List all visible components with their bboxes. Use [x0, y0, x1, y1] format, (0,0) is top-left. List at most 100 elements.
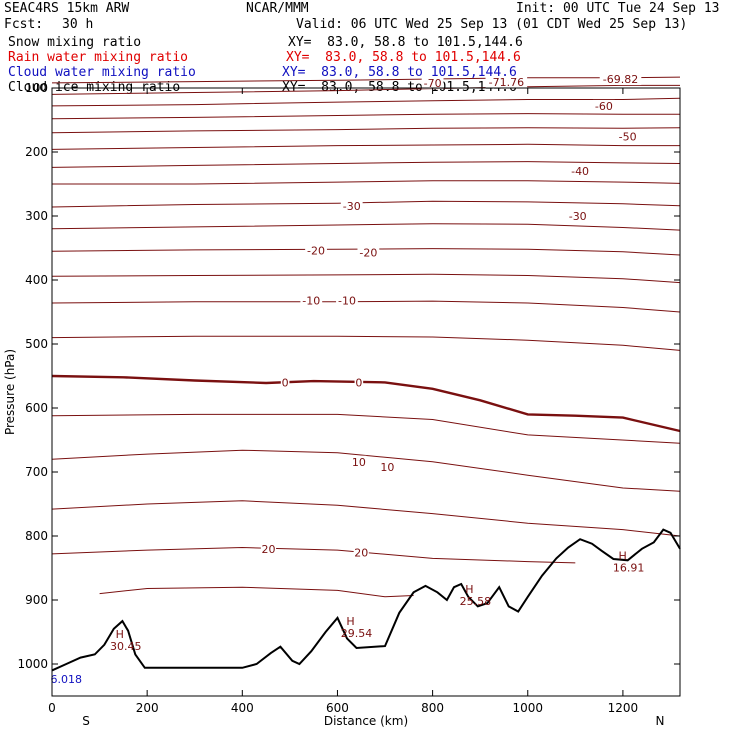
isotherm-label: -69.82 — [603, 73, 638, 86]
isotherm-label-bg — [357, 246, 380, 259]
high-marker: H — [116, 628, 124, 641]
axis-layer: 0 200 400 600 800 1000 12001002003004005006007… — [17, 81, 680, 715]
y-tick-label: 200 — [25, 145, 48, 159]
isotherm-label-bg — [340, 199, 363, 212]
isotherm-line — [51, 223, 681, 231]
y-tick-label: 800 — [25, 529, 48, 543]
y-tick-label: 100 — [25, 81, 48, 95]
isotherm-line — [51, 273, 681, 284]
field-name-cloud-water: Cloud water mixing ratio — [8, 65, 196, 80]
isotherm-label-bg — [280, 376, 290, 389]
field-xy-snow: XY= 83.0, 58.8 to 101.5,144.6 — [288, 35, 523, 50]
terrain-layer — [51, 528, 681, 672]
isotherm-label-bg — [421, 76, 444, 89]
isotherm-label: -30 — [343, 200, 361, 213]
isotherm-label: -70 — [424, 77, 442, 90]
isotherm-label-bg — [569, 165, 591, 178]
isotherm-label-bg — [300, 294, 323, 307]
isotherm-line — [51, 143, 680, 150]
x-axis-label: Distance (km) — [324, 714, 408, 728]
x-tick-label: 400 — [231, 701, 254, 715]
x-tick-label: 600 — [326, 701, 349, 715]
isotherm-line — [51, 500, 681, 537]
isotherm-label: 10 — [352, 456, 366, 469]
y-tick-label: 500 — [25, 337, 48, 351]
y-tick-label: 300 — [25, 209, 48, 223]
isotherm-label-bg — [379, 460, 396, 473]
high-value: 16.91 — [613, 561, 645, 574]
isotherm-label-bg — [599, 73, 642, 86]
isotherm-line — [51, 84, 680, 95]
high-marker: H — [465, 583, 473, 596]
field-name-rain: Rain water mixing ratio — [8, 50, 189, 65]
isotherm-line — [51, 449, 681, 492]
fcst-label: Fcst: — [4, 17, 44, 32]
isotherm-line — [51, 300, 681, 313]
isotherm-line — [51, 127, 681, 134]
isotherm-label: -10 — [302, 294, 320, 307]
isotherm-label: 20 — [261, 543, 275, 556]
isotherm-label: 20 — [354, 547, 368, 560]
high-value: 30.45 — [110, 640, 142, 653]
isotherm-line — [51, 113, 680, 120]
isotherm-line — [51, 335, 681, 351]
north-label: N — [656, 714, 665, 728]
x-tick-label: 1000 — [512, 701, 543, 715]
isotherm-line — [51, 546, 576, 564]
x-tick-label: 0 — [48, 701, 56, 715]
isotherm-label-bg — [354, 376, 364, 389]
plot-frame — [51, 87, 681, 697]
x-tick-label: 800 — [421, 701, 444, 715]
isotherm-label: -20 — [359, 246, 377, 259]
isotherm-label: -71.76 — [489, 76, 524, 89]
y-tick-label: 600 — [25, 401, 48, 415]
isotherm-line — [51, 200, 681, 208]
x-tick-label: 1200 — [608, 701, 639, 715]
isotherm-label-bg — [336, 294, 358, 307]
isotherm-label: 0 — [282, 376, 289, 389]
fcst-value: 30 h — [62, 17, 94, 32]
isotherm-label: -50 — [619, 131, 637, 144]
x-tick-label: 200 — [136, 701, 159, 715]
high-marker: H — [618, 549, 626, 562]
isotherm-layer — [51, 76, 681, 598]
center-label: NCAR/MMM — [246, 1, 309, 16]
y-tick-label: 1000 — [17, 657, 48, 671]
isotherm-label-bg — [592, 99, 615, 112]
isotherm-label-bg — [485, 76, 528, 89]
high-value: 29.54 — [341, 627, 373, 640]
isotherm-line — [51, 248, 681, 256]
valid-time: Valid: 06 UTC Wed 25 Sep 13 (01 CDT Wed … — [296, 17, 688, 32]
isotherm-label-bg — [353, 546, 369, 559]
terrain-line — [51, 528, 681, 672]
isotherm-label: 10 — [380, 461, 394, 474]
high-marker: H — [346, 615, 354, 628]
isotherm-line — [51, 161, 681, 168]
label-layer: -70 -71.76 -69.82 -60 -50 -40 -30 -30 -20 -20 -10 -… — [51, 73, 645, 686]
isotherm-label: -40 — [571, 165, 589, 178]
model-title: SEAC4RS 15km ARW — [4, 1, 130, 16]
isotherm-line — [51, 374, 681, 433]
field-name-snow: Snow mixing ratio — [8, 35, 142, 50]
isotherm-label-bg — [566, 210, 589, 222]
isotherm-label-bg — [305, 244, 327, 257]
y-axis-label: Pressure (hPa) — [3, 349, 17, 435]
isotherm-line — [51, 97, 681, 107]
isotherm-label-bg — [260, 542, 277, 555]
isotherm-line — [51, 413, 681, 444]
isotherm-line — [52, 180, 681, 185]
y-tick-label: 900 — [25, 593, 48, 607]
isotherm-line — [99, 586, 414, 598]
y-tick-label: 400 — [25, 273, 48, 287]
y-tick-label: 700 — [25, 465, 48, 479]
high-value: 25.58 — [460, 595, 492, 608]
isotherm-label: -20 — [307, 245, 325, 258]
isotherm-line — [51, 76, 681, 84]
isotherm-label-bg — [616, 130, 639, 143]
south-label: S — [82, 714, 90, 728]
isotherm-label: -10 — [338, 294, 356, 307]
field-xy-rain: XY= 83.0, 58.8 to 101.5,144.6 — [286, 50, 521, 65]
isotherm-label: -30 — [569, 210, 587, 223]
isotherm-label: 0 — [355, 376, 362, 389]
